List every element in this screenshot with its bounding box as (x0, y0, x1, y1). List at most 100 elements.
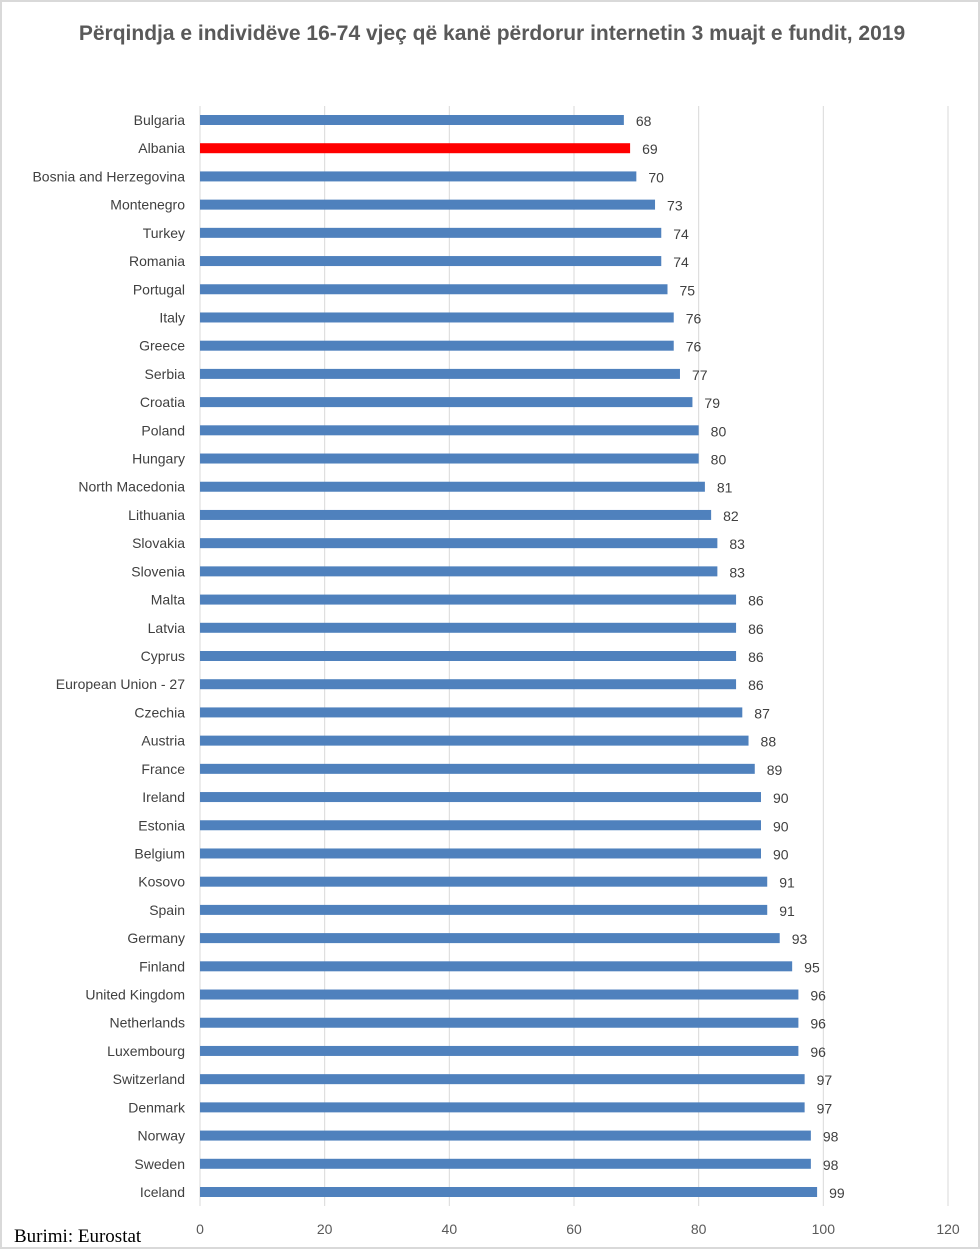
data-label: 90 (773, 818, 789, 834)
bar (200, 199, 656, 210)
data-label: 95 (804, 959, 820, 975)
category-label: Netherlands (110, 1015, 186, 1031)
category-label: Turkey (143, 225, 185, 241)
data-label: 76 (686, 310, 702, 326)
category-label: Malta (151, 592, 185, 608)
bar (200, 397, 693, 408)
category-label: United Kingdom (85, 987, 185, 1003)
bar (200, 651, 737, 661)
data-label: 87 (754, 705, 770, 721)
category-label: Spain (149, 902, 185, 918)
data-label: 80 (711, 423, 727, 439)
x-tick-label: 120 (936, 1221, 960, 1237)
data-label: 77 (692, 367, 708, 383)
bar (200, 171, 637, 182)
data-label: 70 (648, 169, 664, 185)
data-label: 88 (761, 734, 777, 750)
category-label: Serbia (145, 366, 186, 382)
category-label: Hungary (132, 451, 185, 467)
data-label: 96 (810, 1044, 826, 1060)
data-label: 97 (817, 1100, 833, 1116)
bar (200, 820, 761, 831)
bar (200, 904, 768, 915)
bar (200, 848, 761, 859)
data-label: 74 (673, 254, 689, 270)
data-label: 75 (680, 282, 696, 298)
category-label: Estonia (138, 817, 185, 833)
bar (200, 312, 674, 323)
category-label: North Macedonia (78, 479, 185, 495)
data-label: 99 (829, 1185, 845, 1201)
data-label: 79 (704, 395, 720, 411)
data-label: 80 (711, 452, 727, 468)
bar (200, 1017, 799, 1028)
bar (200, 1045, 799, 1056)
category-label: Latvia (148, 620, 186, 636)
x-tick-label: 100 (812, 1221, 836, 1237)
bar (200, 989, 799, 1000)
data-label: 98 (823, 1157, 839, 1173)
bar (200, 1074, 805, 1085)
category-label: Belgium (134, 845, 185, 861)
category-label: Romania (129, 253, 185, 269)
bar (200, 961, 793, 972)
data-label: 96 (810, 988, 826, 1004)
category-label: Portugal (133, 281, 185, 297)
data-label: 90 (773, 846, 789, 862)
bar (200, 1187, 818, 1197)
data-label: 74 (673, 226, 689, 242)
category-label: European Union - 27 (56, 676, 185, 692)
bar (200, 115, 624, 125)
bar (200, 707, 743, 718)
data-label: 69 (642, 141, 658, 157)
data-label: 83 (729, 536, 745, 552)
category-label: Kosovo (138, 874, 185, 890)
category-label: Austria (141, 733, 185, 749)
bar (200, 256, 662, 267)
x-tick-label: 60 (566, 1221, 582, 1237)
data-label: 83 (729, 564, 745, 580)
category-label: Croatia (140, 394, 185, 410)
category-label: Slovakia (132, 535, 185, 551)
bar (200, 763, 755, 774)
data-label: 76 (686, 339, 702, 355)
bar (200, 1158, 811, 1169)
data-label: 90 (773, 790, 789, 806)
bar (200, 594, 737, 605)
data-label: 96 (810, 1016, 826, 1032)
category-label: Sweden (134, 1156, 185, 1172)
bar (200, 1130, 811, 1141)
category-label: Bosnia and Herzegovina (32, 168, 185, 184)
category-label: Albania (138, 140, 185, 156)
data-label: 86 (748, 621, 764, 637)
category-label: Lithuania (128, 507, 185, 523)
data-label: 97 (817, 1072, 833, 1088)
x-tick-label: 0 (196, 1221, 204, 1237)
bar (200, 792, 761, 803)
category-label: Luxembourg (107, 1043, 185, 1059)
x-tick-label: 20 (317, 1221, 333, 1237)
category-label: Norway (138, 1128, 185, 1144)
bar (200, 368, 680, 379)
data-label: 86 (748, 593, 764, 609)
bar (200, 425, 699, 436)
data-label: 93 (792, 931, 808, 947)
category-label: Iceland (140, 1184, 185, 1200)
data-label: 86 (748, 649, 764, 665)
bar (200, 509, 712, 520)
data-label: 82 (723, 508, 739, 524)
category-label: Bulgaria (134, 112, 186, 128)
data-label: 81 (717, 480, 733, 496)
bar (200, 735, 749, 746)
x-tick-label: 80 (691, 1221, 707, 1237)
category-label: Finland (139, 958, 185, 974)
chart-title: Përqindja e individëve 16-74 vjeç që kan… (78, 22, 906, 45)
data-label: 73 (667, 198, 683, 214)
category-label: Poland (141, 422, 185, 438)
category-label: Czechia (134, 704, 185, 720)
data-label: 68 (636, 113, 652, 129)
bar (200, 284, 668, 295)
category-label: Greece (139, 338, 185, 354)
bar (200, 933, 780, 944)
bar (200, 679, 737, 690)
